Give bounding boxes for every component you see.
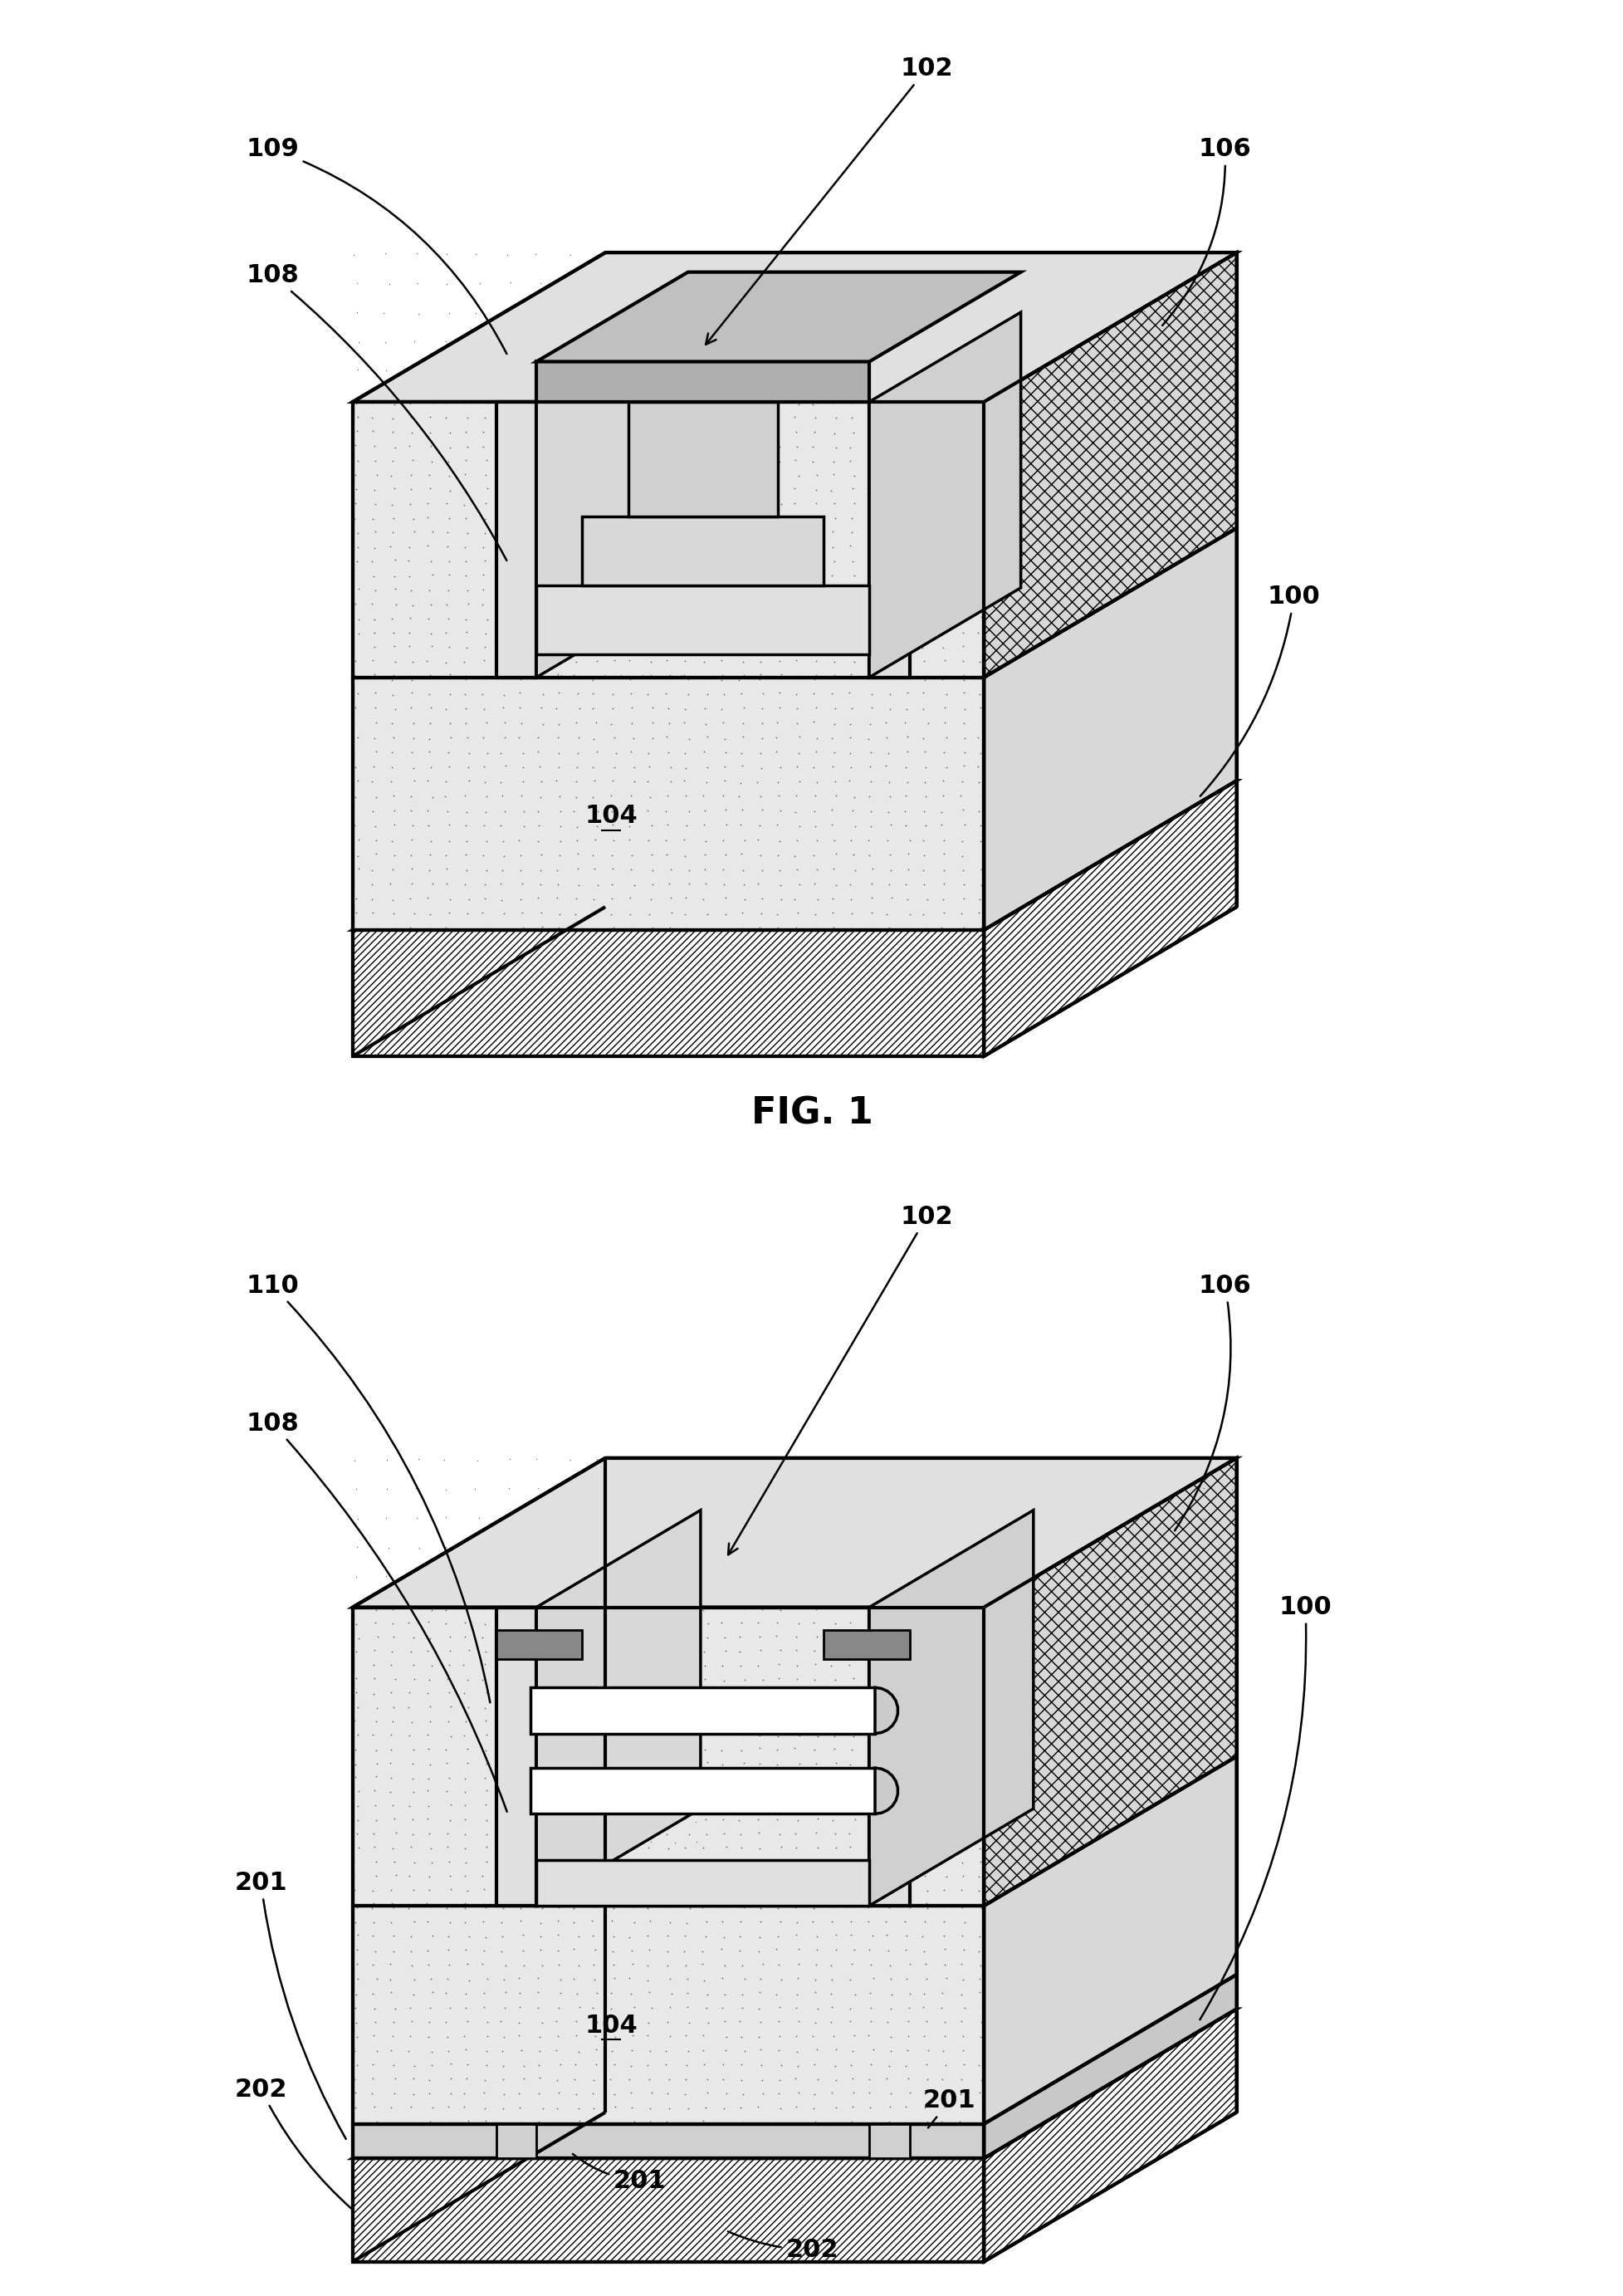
Text: 108: 108 bbox=[247, 1412, 506, 1812]
Polygon shape bbox=[583, 517, 823, 585]
Polygon shape bbox=[497, 1630, 583, 1658]
Polygon shape bbox=[352, 930, 984, 1056]
Polygon shape bbox=[984, 528, 1237, 930]
Polygon shape bbox=[352, 2158, 984, 2262]
Polygon shape bbox=[536, 363, 868, 402]
Polygon shape bbox=[352, 1607, 984, 1906]
Text: 102: 102 bbox=[706, 57, 953, 344]
Text: 106: 106 bbox=[1162, 138, 1251, 326]
Polygon shape bbox=[352, 677, 984, 930]
Text: 202: 202 bbox=[727, 2232, 837, 2262]
Polygon shape bbox=[868, 2124, 909, 2158]
Text: 201: 201 bbox=[234, 1871, 346, 2140]
Text: 104: 104 bbox=[584, 804, 638, 829]
Polygon shape bbox=[984, 781, 1237, 1056]
Polygon shape bbox=[352, 1906, 984, 2124]
Polygon shape bbox=[868, 1511, 1032, 1906]
Polygon shape bbox=[352, 253, 1237, 402]
Polygon shape bbox=[536, 273, 1021, 363]
Polygon shape bbox=[352, 2124, 984, 2158]
Polygon shape bbox=[823, 1630, 909, 1658]
Text: 201: 201 bbox=[923, 2089, 975, 2128]
Text: 102: 102 bbox=[727, 1205, 953, 1554]
Text: 201: 201 bbox=[573, 2154, 665, 2193]
Polygon shape bbox=[497, 402, 536, 677]
Polygon shape bbox=[868, 1607, 909, 1906]
Polygon shape bbox=[497, 1607, 536, 1906]
Polygon shape bbox=[868, 312, 1021, 677]
Polygon shape bbox=[536, 585, 868, 654]
Polygon shape bbox=[352, 402, 984, 677]
Polygon shape bbox=[984, 1756, 1237, 2124]
Polygon shape bbox=[352, 1458, 1237, 1607]
Polygon shape bbox=[875, 1688, 898, 1733]
Text: 104: 104 bbox=[584, 2014, 638, 2037]
Text: FIG. 1: FIG. 1 bbox=[750, 1095, 873, 1132]
Polygon shape bbox=[531, 1688, 875, 1733]
Polygon shape bbox=[531, 1768, 875, 1814]
Text: 108: 108 bbox=[247, 264, 506, 560]
Polygon shape bbox=[352, 781, 1237, 930]
Text: 109: 109 bbox=[245, 138, 506, 354]
Polygon shape bbox=[352, 2009, 1237, 2158]
Text: 202: 202 bbox=[235, 2078, 351, 2209]
Polygon shape bbox=[875, 1768, 898, 1814]
Polygon shape bbox=[497, 2124, 536, 2158]
Text: 106: 106 bbox=[1173, 1274, 1251, 1531]
Polygon shape bbox=[628, 402, 777, 517]
Polygon shape bbox=[868, 402, 909, 677]
Polygon shape bbox=[984, 1458, 1237, 1906]
Polygon shape bbox=[536, 1860, 868, 1906]
Polygon shape bbox=[984, 253, 1237, 677]
Text: 100: 100 bbox=[1199, 585, 1319, 797]
Polygon shape bbox=[536, 312, 688, 677]
Polygon shape bbox=[984, 1975, 1237, 2158]
Polygon shape bbox=[536, 1511, 700, 1906]
Text: 110: 110 bbox=[247, 1274, 490, 1704]
Polygon shape bbox=[984, 2009, 1237, 2262]
Text: 100: 100 bbox=[1199, 1596, 1331, 2020]
